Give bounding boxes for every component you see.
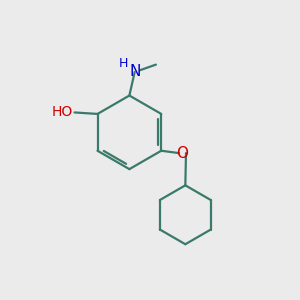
Text: HO: HO — [52, 106, 73, 119]
Text: O: O — [176, 146, 188, 160]
Text: H: H — [119, 57, 128, 70]
Text: N: N — [129, 64, 140, 80]
